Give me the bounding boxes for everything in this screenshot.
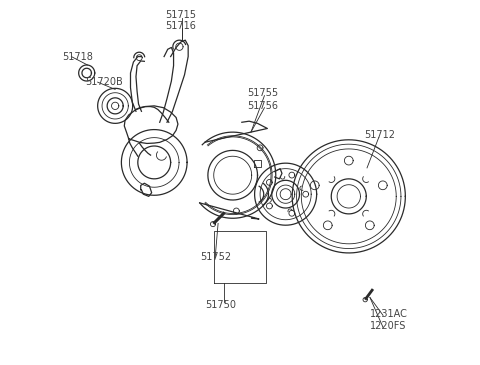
Text: 51712: 51712 (364, 130, 395, 140)
Text: 51755: 51755 (247, 88, 278, 98)
Text: 1231AC: 1231AC (370, 309, 408, 319)
Text: 51752: 51752 (200, 252, 231, 262)
Text: 51718: 51718 (62, 51, 93, 62)
Text: 51750: 51750 (205, 300, 236, 310)
Text: 51720B: 51720B (85, 77, 122, 87)
Text: 51716: 51716 (165, 20, 196, 31)
Text: 51715: 51715 (165, 9, 196, 20)
Text: 51756: 51756 (247, 101, 278, 111)
Text: 1220FS: 1220FS (370, 321, 406, 331)
